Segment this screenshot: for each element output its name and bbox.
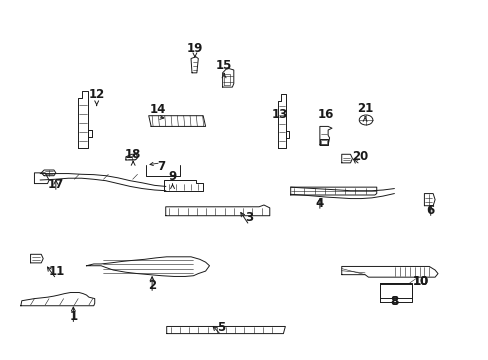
Text: 13: 13: [271, 108, 287, 121]
Text: 3: 3: [245, 211, 253, 224]
Text: 7: 7: [157, 160, 164, 173]
Text: 9: 9: [168, 170, 176, 183]
Text: 2: 2: [148, 279, 156, 292]
Polygon shape: [40, 174, 165, 191]
Polygon shape: [285, 131, 288, 138]
Polygon shape: [88, 130, 92, 137]
Polygon shape: [319, 139, 327, 145]
Text: 12: 12: [88, 89, 104, 102]
Text: 6: 6: [426, 204, 434, 217]
Text: 1: 1: [69, 310, 77, 323]
Polygon shape: [290, 187, 376, 195]
Polygon shape: [319, 126, 331, 145]
Text: 10: 10: [411, 275, 428, 288]
Text: 14: 14: [149, 103, 166, 116]
Text: 5: 5: [217, 321, 225, 334]
Text: 10: 10: [411, 275, 428, 288]
Circle shape: [359, 115, 372, 125]
Text: 8: 8: [389, 295, 398, 308]
Polygon shape: [164, 180, 203, 191]
Polygon shape: [41, 170, 56, 176]
Polygon shape: [277, 94, 285, 148]
Text: 4: 4: [315, 197, 324, 210]
Text: 11: 11: [48, 265, 64, 278]
Text: 8: 8: [389, 295, 398, 308]
Polygon shape: [78, 91, 88, 148]
Polygon shape: [34, 173, 49, 184]
Polygon shape: [148, 116, 205, 126]
Text: 19: 19: [186, 42, 203, 55]
Polygon shape: [341, 266, 437, 277]
Polygon shape: [191, 57, 198, 73]
Polygon shape: [222, 68, 233, 87]
Text: 18: 18: [125, 148, 141, 161]
Text: 17: 17: [48, 178, 64, 191]
Polygon shape: [21, 293, 95, 306]
Polygon shape: [165, 205, 269, 216]
Text: 21: 21: [356, 102, 372, 115]
Polygon shape: [424, 194, 434, 206]
Polygon shape: [86, 257, 209, 276]
Text: 20: 20: [351, 150, 367, 163]
Polygon shape: [341, 154, 352, 163]
Polygon shape: [30, 254, 43, 263]
Text: 15: 15: [215, 59, 232, 72]
Polygon shape: [166, 327, 285, 334]
Polygon shape: [125, 154, 137, 160]
Polygon shape: [290, 187, 393, 199]
Text: 16: 16: [317, 108, 334, 121]
